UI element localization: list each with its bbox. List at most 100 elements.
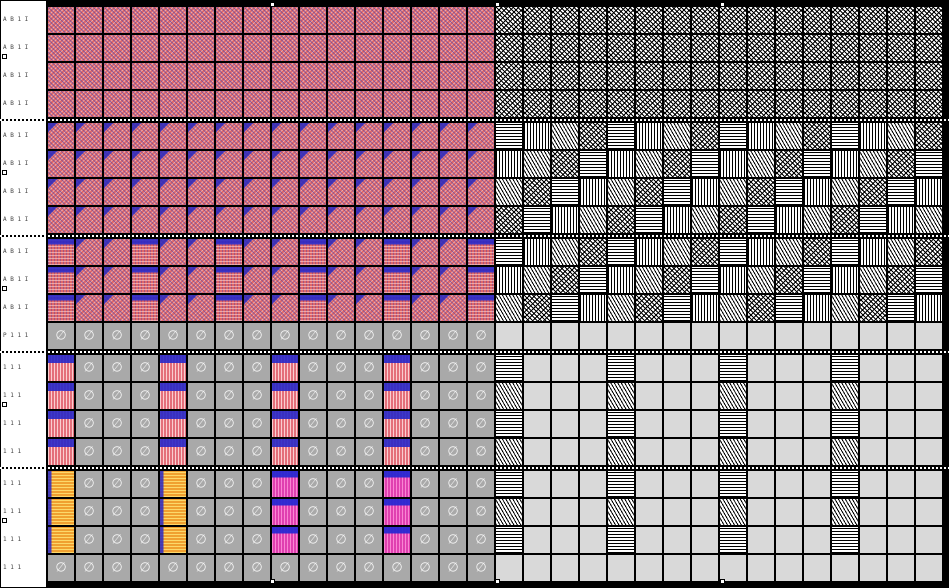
- bw-pattern-cell[interactable]: [579, 6, 607, 34]
- bw-pattern-cell[interactable]: [775, 294, 803, 322]
- empty-pattern-cell[interactable]: [859, 498, 887, 526]
- color-texture-cell[interactable]: [271, 498, 299, 526]
- empty-pattern-cell[interactable]: [663, 526, 691, 554]
- bw-pattern-cell[interactable]: [831, 294, 859, 322]
- empty-texture-cell[interactable]: ∅: [299, 498, 327, 526]
- color-texture-cell[interactable]: [103, 266, 131, 294]
- empty-pattern-cell[interactable]: [691, 498, 719, 526]
- empty-texture-cell[interactable]: ∅: [271, 554, 299, 582]
- color-texture-cell[interactable]: [299, 238, 327, 266]
- empty-texture-cell[interactable]: ∅: [271, 322, 299, 350]
- bw-pattern-cell[interactable]: [859, 178, 887, 206]
- empty-pattern-cell[interactable]: [887, 410, 915, 438]
- color-texture-cell[interactable]: [467, 266, 495, 294]
- empty-pattern-cell[interactable]: [523, 382, 551, 410]
- color-texture-cell[interactable]: [103, 62, 131, 90]
- color-texture-cell[interactable]: [215, 62, 243, 90]
- bw-pattern-cell[interactable]: [747, 206, 775, 234]
- empty-texture-cell[interactable]: ∅: [215, 382, 243, 410]
- color-texture-cell[interactable]: [159, 62, 187, 90]
- empty-texture-cell[interactable]: ∅: [467, 382, 495, 410]
- bw-pattern-cell[interactable]: [719, 294, 747, 322]
- empty-texture-cell[interactable]: ∅: [439, 354, 467, 382]
- empty-pattern-cell[interactable]: [523, 322, 551, 350]
- color-texture-cell[interactable]: [383, 150, 411, 178]
- color-texture-cell[interactable]: [411, 178, 439, 206]
- bw-pattern-cell[interactable]: [719, 354, 747, 382]
- color-texture-cell[interactable]: [271, 122, 299, 150]
- color-texture-cell[interactable]: [103, 6, 131, 34]
- empty-pattern-cell[interactable]: [887, 354, 915, 382]
- bw-pattern-cell[interactable]: [831, 498, 859, 526]
- bw-pattern-cell[interactable]: [747, 266, 775, 294]
- color-texture-cell[interactable]: [103, 122, 131, 150]
- empty-texture-cell[interactable]: ∅: [131, 554, 159, 582]
- empty-pattern-cell[interactable]: [635, 526, 663, 554]
- color-texture-cell[interactable]: [159, 178, 187, 206]
- bw-pattern-cell[interactable]: [775, 62, 803, 90]
- bw-pattern-cell[interactable]: [495, 382, 523, 410]
- empty-pattern-cell[interactable]: [635, 470, 663, 498]
- empty-pattern-cell[interactable]: [915, 410, 943, 438]
- color-texture-cell[interactable]: [187, 90, 215, 118]
- color-texture-cell[interactable]: [159, 438, 187, 466]
- color-texture-cell[interactable]: [47, 470, 75, 498]
- empty-texture-cell[interactable]: ∅: [383, 554, 411, 582]
- empty-texture-cell[interactable]: ∅: [243, 382, 271, 410]
- empty-pattern-cell[interactable]: [915, 526, 943, 554]
- color-texture-cell[interactable]: [383, 238, 411, 266]
- empty-pattern-cell[interactable]: [887, 382, 915, 410]
- bw-pattern-cell[interactable]: [607, 62, 635, 90]
- empty-pattern-cell[interactable]: [775, 470, 803, 498]
- bw-pattern-cell[interactable]: [523, 90, 551, 118]
- bw-pattern-cell[interactable]: [523, 122, 551, 150]
- empty-texture-cell[interactable]: ∅: [243, 526, 271, 554]
- color-texture-cell[interactable]: [159, 206, 187, 234]
- color-texture-cell[interactable]: [411, 266, 439, 294]
- bw-pattern-cell[interactable]: [803, 238, 831, 266]
- bw-pattern-cell[interactable]: [803, 34, 831, 62]
- bw-pattern-cell[interactable]: [887, 294, 915, 322]
- band-resize-handle[interactable]: [2, 286, 7, 291]
- color-texture-cell[interactable]: [411, 6, 439, 34]
- bw-pattern-cell[interactable]: [747, 178, 775, 206]
- color-texture-cell[interactable]: [355, 122, 383, 150]
- bw-pattern-cell[interactable]: [495, 498, 523, 526]
- color-texture-cell[interactable]: [131, 206, 159, 234]
- color-texture-cell[interactable]: [271, 382, 299, 410]
- empty-texture-cell[interactable]: ∅: [299, 470, 327, 498]
- color-texture-cell[interactable]: [383, 34, 411, 62]
- color-texture-cell[interactable]: [131, 150, 159, 178]
- empty-pattern-cell[interactable]: [579, 322, 607, 350]
- empty-pattern-cell[interactable]: [747, 322, 775, 350]
- bw-pattern-cell[interactable]: [691, 62, 719, 90]
- empty-texture-cell[interactable]: ∅: [215, 354, 243, 382]
- empty-texture-cell[interactable]: ∅: [299, 322, 327, 350]
- color-texture-cell[interactable]: [271, 410, 299, 438]
- bw-pattern-cell[interactable]: [831, 150, 859, 178]
- empty-texture-cell[interactable]: ∅: [355, 354, 383, 382]
- bw-pattern-cell[interactable]: [523, 206, 551, 234]
- bw-pattern-cell[interactable]: [495, 150, 523, 178]
- empty-texture-cell[interactable]: ∅: [103, 498, 131, 526]
- color-texture-cell[interactable]: [411, 62, 439, 90]
- empty-texture-cell[interactable]: ∅: [467, 438, 495, 466]
- bw-pattern-cell[interactable]: [915, 150, 943, 178]
- empty-pattern-cell[interactable]: [579, 438, 607, 466]
- bw-pattern-cell[interactable]: [663, 90, 691, 118]
- empty-pattern-cell[interactable]: [775, 438, 803, 466]
- bw-pattern-cell[interactable]: [887, 150, 915, 178]
- color-texture-cell[interactable]: [327, 294, 355, 322]
- color-texture-cell[interactable]: [75, 150, 103, 178]
- bw-pattern-cell[interactable]: [915, 62, 943, 90]
- bw-pattern-cell[interactable]: [859, 206, 887, 234]
- empty-texture-cell[interactable]: ∅: [355, 498, 383, 526]
- empty-pattern-cell[interactable]: [803, 438, 831, 466]
- bw-pattern-cell[interactable]: [607, 526, 635, 554]
- empty-texture-cell[interactable]: ∅: [187, 382, 215, 410]
- bw-pattern-cell[interactable]: [915, 206, 943, 234]
- empty-pattern-cell[interactable]: [663, 438, 691, 466]
- bw-pattern-cell[interactable]: [859, 34, 887, 62]
- bw-pattern-cell[interactable]: [495, 178, 523, 206]
- color-texture-cell[interactable]: [467, 6, 495, 34]
